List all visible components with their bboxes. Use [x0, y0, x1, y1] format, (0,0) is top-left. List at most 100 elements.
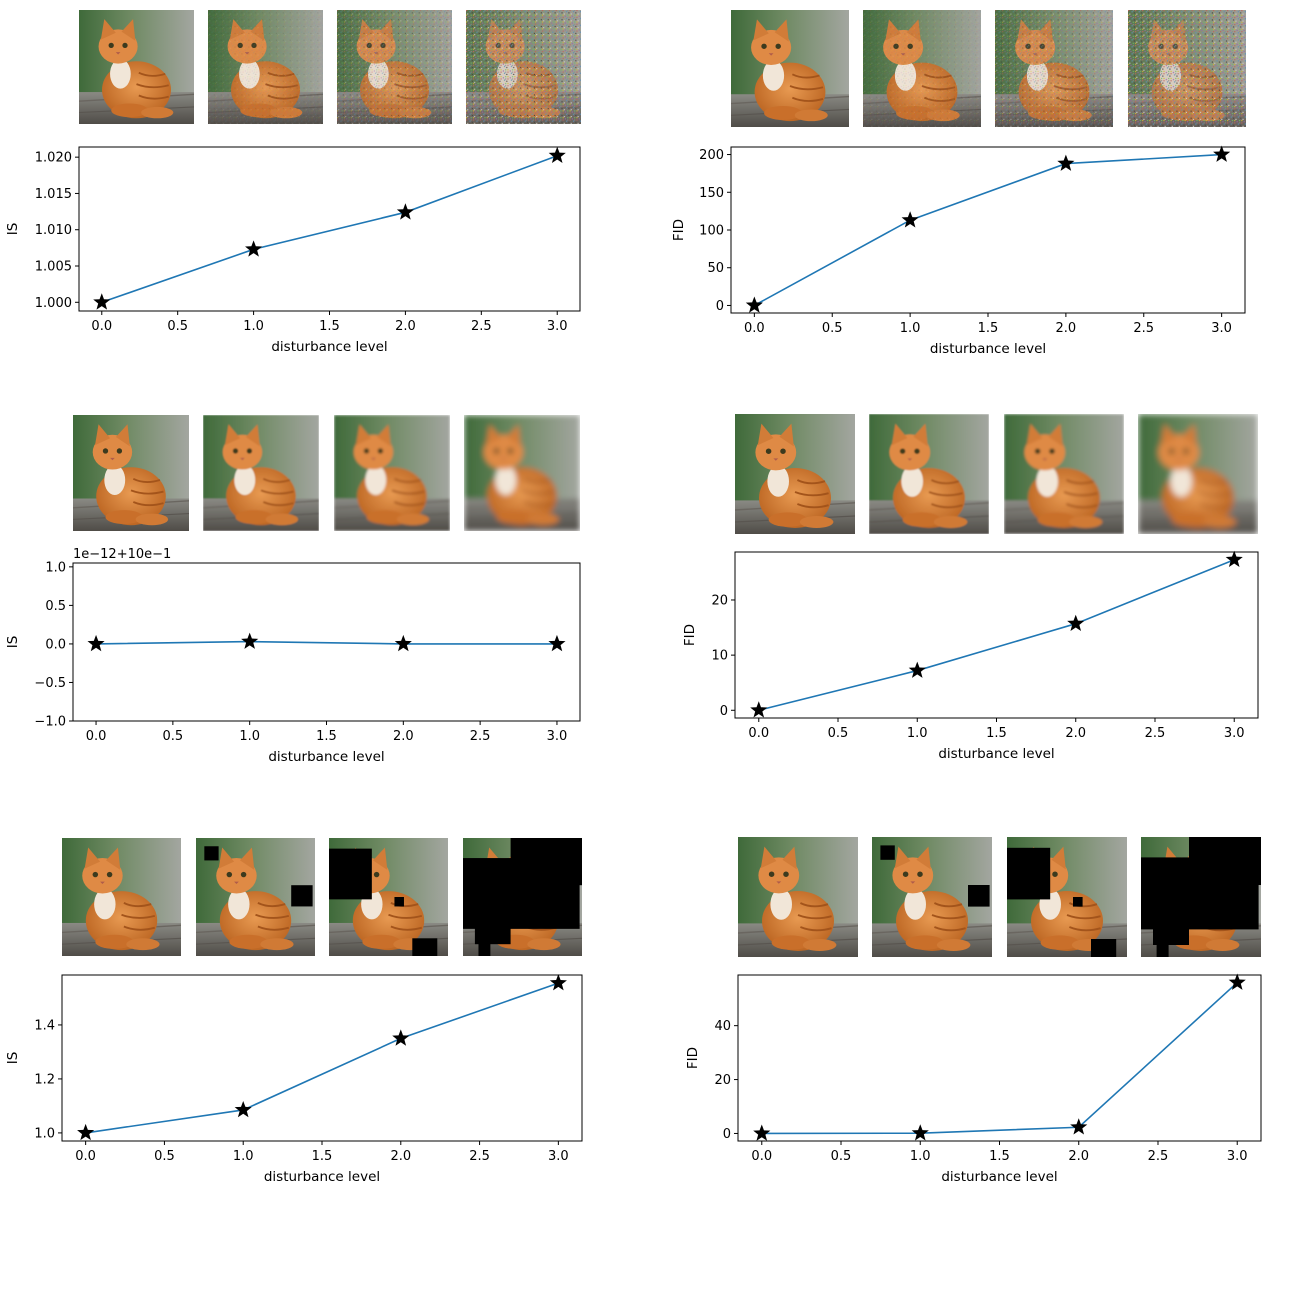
cat-photo-icon: [73, 415, 189, 531]
occlusion-box: [291, 885, 313, 907]
cat-photo-icon: [735, 414, 856, 535]
cat-thumbnail-5-2: [329, 838, 449, 957]
y-tick-label: 0: [716, 299, 724, 314]
cat-thumbnail-6-2: [1007, 837, 1128, 958]
occlusion-box: [1091, 939, 1117, 957]
axes-frame: [730, 146, 1246, 314]
occlusion-box: [1156, 942, 1169, 957]
x-tick-label: 2.0: [390, 1149, 411, 1164]
x-tick-label: 1.0: [900, 321, 921, 336]
axes-frame: [734, 551, 1259, 719]
x-tick-label: 2.0: [393, 729, 414, 744]
star-marker-icon: [1225, 550, 1243, 567]
star-marker-icon: [911, 1124, 929, 1141]
x-tick-label: 0.5: [828, 726, 849, 741]
cat-thumbnail-3-0: [73, 415, 189, 531]
y-tick-label: 50: [707, 261, 724, 276]
x-tick-label: 1.0: [243, 319, 264, 334]
axes-frame: [61, 974, 583, 1142]
occlusion-box: [880, 845, 895, 860]
star-marker-icon: [901, 211, 919, 228]
y-axis-label: IS: [5, 636, 21, 649]
occlusion-box: [510, 838, 582, 886]
cat-photo-icon: [334, 415, 450, 531]
series-line: [96, 640, 557, 645]
cat-thumbnail-3-2: [334, 415, 450, 531]
y-tick-label: 10: [711, 649, 728, 664]
y-tick-label: 200: [699, 148, 724, 163]
y-tick-label: 1.015: [35, 187, 72, 202]
cat-photo-icon: [731, 10, 850, 128]
y-tick-label: 0.5: [45, 599, 66, 614]
x-tick-label: 0.0: [86, 729, 107, 744]
x-tick-label: 0.0: [91, 319, 112, 334]
star-marker-icon: [908, 661, 926, 678]
cat-thumbnail-4-0: [735, 414, 856, 535]
cat-thumbnail-2-0: [731, 10, 850, 128]
y-tick-label: 20: [714, 1073, 731, 1088]
y-axis-label: FID: [685, 1047, 701, 1069]
x-tick-label: 1.0: [907, 726, 928, 741]
y-tick-label: 0: [723, 1127, 731, 1142]
chart-row-1-left: 0.0 0.5 1.0 1.5 2.0 2.5 3.0 1.000 1.005 1.010 1.01…: [5, 146, 581, 355]
star-marker-icon: [549, 974, 567, 991]
x-tick-label: 3.0: [548, 1149, 569, 1164]
cat-thumbnail-5-1: [196, 838, 316, 957]
x-tick-label: 1.5: [986, 726, 1007, 741]
x-axis-label: disturbance level: [930, 341, 1046, 357]
x-tick-label: 2.5: [471, 319, 492, 334]
x-tick-label: 0.5: [154, 1149, 175, 1164]
x-tick-label: 1.5: [316, 729, 337, 744]
x-tick-label: 1.0: [239, 729, 260, 744]
cat-photo-icon: [869, 414, 990, 535]
x-tick-label: 2.5: [1148, 1149, 1169, 1164]
noise-overlay: [337, 10, 452, 124]
y-tick-label: 1.0: [45, 560, 66, 575]
cat-thumbnail-1-0: [79, 10, 194, 124]
cat-thumbnail-1-1: [208, 10, 323, 124]
x-tick-label: 2.0: [1065, 726, 1086, 741]
star-marker-icon: [87, 634, 105, 652]
y-tick-label: 100: [699, 224, 724, 239]
star-marker-icon: [1228, 973, 1246, 990]
occlusion-box: [1255, 843, 1261, 849]
x-axis-label: disturbance level: [268, 749, 384, 765]
star-marker-icon: [1067, 614, 1085, 631]
noise-wash: [337, 10, 452, 124]
y-tick-label: 0.0: [45, 637, 66, 652]
cat-photo-icon: [464, 415, 580, 531]
cat-thumbnail-4-2: [1004, 414, 1125, 535]
axes-frame: [78, 146, 581, 312]
noise-overlay: [208, 10, 323, 124]
x-tick-label: 1.5: [312, 1149, 333, 1164]
y-tick-label: −0.5: [34, 676, 66, 691]
x-tick-label: 3.0: [1211, 321, 1232, 336]
x-tick-label: 3.0: [547, 729, 568, 744]
thumbnail-layer: [62, 10, 1262, 958]
occlusion-box: [1007, 847, 1051, 900]
chart-row-3-right: 0.0 0.5 1.0 1.5 2.0 2.5 3.0 0 20 40 disturbance le…: [685, 973, 1262, 1185]
cat-thumbnail-3-3: [464, 415, 580, 531]
y-tick-label: 1.005: [35, 260, 72, 275]
series-line: [761, 981, 1238, 1135]
y-axis-label: IS: [5, 1052, 21, 1065]
y-tick-label: 150: [699, 186, 724, 201]
x-axis-label: disturbance level: [938, 746, 1054, 762]
series-line: [85, 982, 559, 1134]
cat-thumbnail-3-1: [203, 415, 319, 531]
x-tick-label: 0.5: [822, 321, 843, 336]
y-axis-label: IS: [5, 223, 21, 236]
y-tick-label: 20: [711, 593, 728, 608]
occlusion-box: [329, 848, 372, 900]
cat-photo-icon: [1004, 414, 1125, 535]
star-marker-icon: [753, 1124, 771, 1141]
cat-photo-icon: [1138, 414, 1259, 535]
cat-photo-icon: [738, 837, 859, 958]
y-tick-label: 1.0: [34, 1126, 55, 1141]
occlusion-box: [576, 843, 582, 850]
y-tick-label: 1.000: [35, 296, 72, 311]
star-marker-icon: [548, 146, 566, 163]
x-axis-label: disturbance level: [941, 1169, 1057, 1185]
cat-thumbnail-4-3: [1138, 414, 1259, 535]
